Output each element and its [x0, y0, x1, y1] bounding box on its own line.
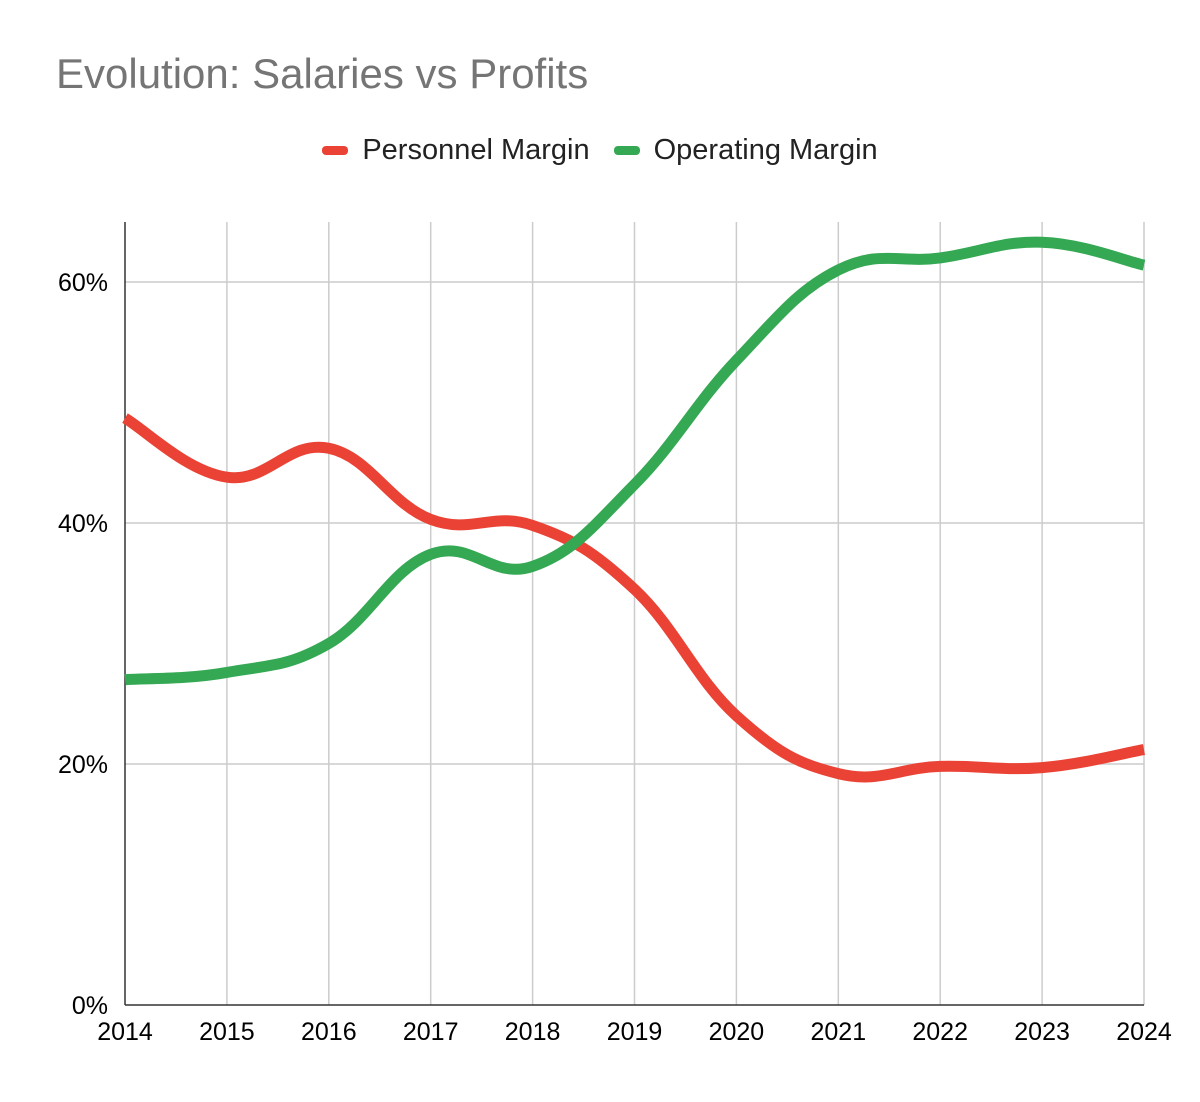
x-tick-label: 2016: [301, 1018, 357, 1046]
x-tick-label: 2021: [810, 1018, 866, 1046]
legend: Personnel Margin Operating Margin: [0, 134, 1200, 167]
x-tick-label: 2022: [912, 1018, 968, 1046]
y-tick-label: 20%: [58, 751, 108, 779]
y-tick-label: 40%: [58, 510, 108, 538]
x-tick-label: 2018: [505, 1018, 561, 1046]
legend-swatch-personnel-margin: [322, 146, 349, 155]
legend-swatch-operating-margin: [613, 146, 640, 155]
y-axis-labels: 0% 20% 40% 60%: [58, 269, 108, 1020]
series-line-operating-margin[interactable]: [124, 236, 1146, 686]
x-tick-label: 2023: [1014, 1018, 1070, 1046]
x-tick-label: 2024: [1116, 1018, 1172, 1046]
x-tick-label: 2019: [607, 1018, 663, 1046]
gridlines: [125, 222, 1145, 1005]
x-tick-label: 2017: [403, 1018, 459, 1046]
y-tick-label: 60%: [58, 269, 108, 297]
x-tick-label: 2020: [709, 1018, 765, 1046]
x-axis: 2014 2015 2016 2017 2018 2019 2020 2021 2022 2023…: [97, 222, 1172, 1046]
y-tick-label: 0%: [72, 992, 108, 1020]
chart-title: Evolution: Salaries vs Profits: [56, 50, 589, 97]
legend-item-personnel-margin[interactable]: Personnel Margin: [322, 134, 590, 167]
series-line-personnel-margin[interactable]: [122, 413, 1145, 783]
x-tick-label: 2015: [199, 1018, 255, 1046]
series-lines: [122, 236, 1146, 783]
x-tick-label: 2014: [97, 1018, 153, 1046]
legend-item-operating-margin[interactable]: Operating Margin: [613, 134, 878, 167]
legend-label-personnel-margin: Personnel Margin: [362, 134, 590, 166]
legend-label-operating-margin: Operating Margin: [653, 134, 878, 166]
